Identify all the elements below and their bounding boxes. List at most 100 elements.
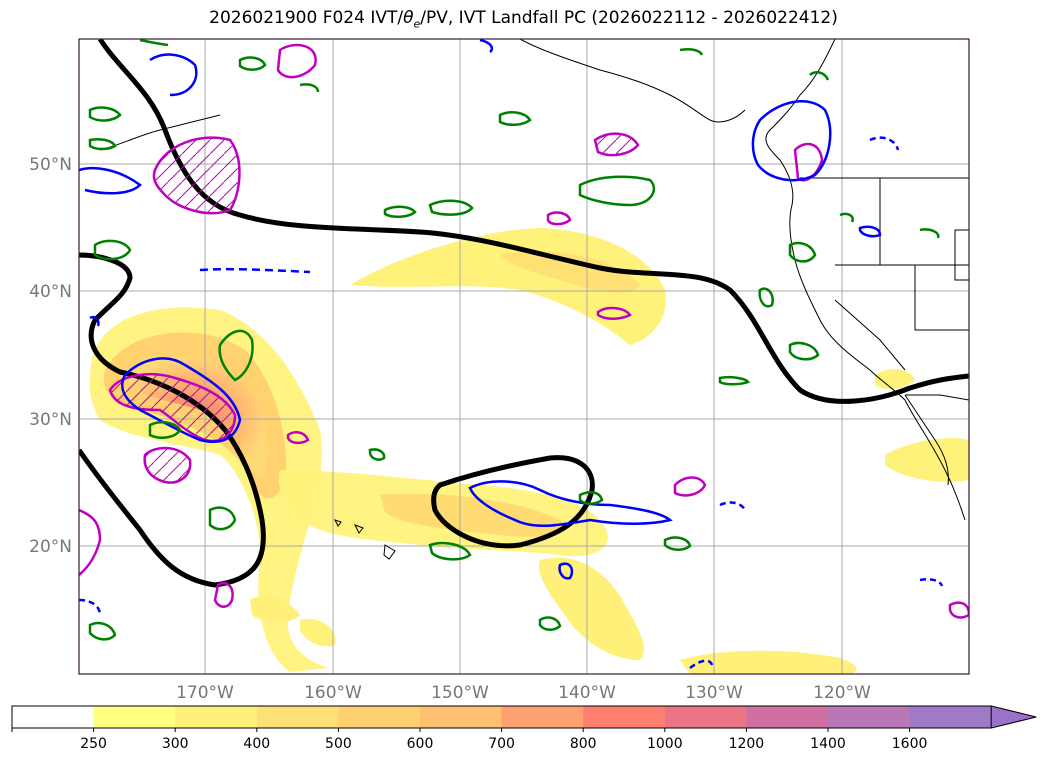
colorbar-label: 800 bbox=[570, 736, 597, 752]
colorbar-extend-arrow bbox=[990, 705, 1037, 729]
pv-green-15 bbox=[88, 106, 122, 122]
colorbar-segment bbox=[828, 706, 911, 728]
colorbar-label: 1600 bbox=[892, 736, 928, 752]
ivt-band-central-inner bbox=[380, 493, 564, 537]
hawaii-2 bbox=[353, 524, 364, 534]
pv-green-6 bbox=[428, 199, 474, 216]
pv-green-12 bbox=[718, 375, 751, 386]
pv-blue-3 bbox=[751, 100, 832, 182]
colorbar-segment bbox=[256, 706, 339, 728]
colorbar-label: 700 bbox=[488, 736, 515, 752]
ivt-plume-north-inner bbox=[500, 251, 640, 293]
pv-magenta-3 bbox=[143, 446, 192, 484]
pv-green-3 bbox=[148, 421, 182, 439]
lon-label-120w: 120°W bbox=[813, 683, 871, 703]
colorbar-label: 1400 bbox=[810, 736, 846, 752]
pv-magenta-5 bbox=[276, 43, 317, 79]
colorbar-segment bbox=[175, 706, 258, 728]
lon-label-170w: 170°W bbox=[176, 683, 234, 703]
colorbar-label: 600 bbox=[407, 736, 434, 752]
latitude-labels: 50°N 40°N 30°N 20°N bbox=[29, 155, 72, 557]
pv-blue-12 bbox=[858, 225, 882, 238]
pv-green-8 bbox=[498, 111, 532, 126]
colorbar-segment bbox=[664, 706, 747, 728]
pv-blue-1 bbox=[121, 357, 242, 444]
colorbar-label: 500 bbox=[325, 736, 352, 752]
colorbar-label: 250 bbox=[80, 736, 107, 752]
longitude-labels: 170°W 160°W 150°W 140°W 130°W 120°W bbox=[176, 683, 871, 703]
title-prefix: 2026021900 F024 IVT/ bbox=[209, 8, 404, 28]
pv-blue-10 bbox=[79, 598, 102, 616]
pv-green-23 bbox=[679, 47, 704, 56]
map-frame bbox=[78, 38, 970, 675]
title-subscript: e bbox=[413, 17, 421, 31]
pv-green-24 bbox=[809, 71, 830, 81]
ivt-small-1 bbox=[250, 595, 300, 623]
pv-green-10 bbox=[428, 541, 472, 561]
baja-coast bbox=[904, 394, 949, 486]
aleutian-chain bbox=[99, 114, 221, 151]
pv-magenta-1 bbox=[152, 136, 241, 215]
pv-blue-8 bbox=[719, 501, 747, 511]
colorbar-segment bbox=[12, 706, 95, 728]
pv-green-20 bbox=[368, 448, 386, 461]
ivt-plume-bottom bbox=[680, 650, 857, 674]
hawaii-1 bbox=[334, 519, 342, 527]
pv-green-9 bbox=[578, 491, 604, 505]
lon-label-140w: 140°W bbox=[558, 683, 616, 703]
lat-label-40n: 40°N bbox=[29, 282, 72, 302]
colorbar-label: 400 bbox=[243, 736, 270, 752]
pv-magenta-2 bbox=[108, 372, 237, 443]
colorbar: 250 300 400 500 600 700 800 1000 1200 1400 1600 bbox=[11, 705, 1037, 752]
pv-green-27 bbox=[299, 83, 320, 93]
pv-blue-2 bbox=[468, 480, 673, 528]
colorbar-label: 1000 bbox=[647, 736, 683, 752]
pv-green-18 bbox=[88, 621, 117, 641]
hawaii-3 bbox=[383, 544, 396, 560]
pv-magenta-8 bbox=[546, 211, 572, 226]
pv-blue-15 bbox=[89, 315, 100, 327]
pv-blue-13 bbox=[479, 39, 494, 53]
colorbar-label: 300 bbox=[162, 736, 189, 752]
pv-green-26 bbox=[919, 228, 940, 239]
pv-magenta-12 bbox=[286, 431, 310, 445]
alaska-coast bbox=[519, 39, 746, 123]
pv-green-2 bbox=[218, 329, 254, 382]
pv-green-17 bbox=[88, 138, 117, 151]
mexico-border bbox=[905, 394, 969, 401]
title-theta: θ bbox=[403, 8, 414, 28]
pv-green-4 bbox=[208, 506, 237, 531]
pv-green-16 bbox=[238, 56, 267, 71]
lon-label-150w: 150°W bbox=[431, 683, 489, 703]
ivt-small-2 bbox=[300, 619, 336, 647]
lat-label-50n: 50°N bbox=[29, 155, 72, 175]
pv-green-14 bbox=[788, 241, 817, 263]
ivt-plume-south bbox=[539, 557, 645, 660]
colorbar-segment bbox=[746, 706, 829, 728]
pv-blue-5 bbox=[149, 53, 198, 97]
pv-blue-7 bbox=[558, 562, 574, 580]
title-suffix: /PV, IVT Landfall PC (2026022112 - 20260… bbox=[420, 8, 838, 28]
pv-green-25 bbox=[839, 212, 854, 223]
pv-magenta-4 bbox=[593, 132, 640, 157]
pv-magenta-6 bbox=[673, 476, 707, 497]
pv-green-1 bbox=[93, 239, 132, 261]
pv-blue-4 bbox=[79, 166, 142, 195]
colorbar-label: 1200 bbox=[729, 736, 765, 752]
colorbar-segment bbox=[909, 706, 992, 728]
lat-label-30n: 30°N bbox=[29, 410, 72, 430]
pv-green-21 bbox=[758, 287, 774, 308]
pv-blue-11 bbox=[689, 659, 714, 669]
pv-magenta-7 bbox=[596, 306, 632, 320]
colorbar-segment bbox=[583, 706, 666, 728]
great-basin-box bbox=[954, 229, 969, 281]
pv-magenta-9 bbox=[79, 508, 102, 576]
pv-green-5 bbox=[578, 175, 656, 207]
plot-area bbox=[79, 39, 969, 674]
pv-green-7 bbox=[383, 205, 417, 218]
pv-blue-14 bbox=[869, 136, 900, 151]
colorbar-segment bbox=[501, 706, 584, 728]
ivt-coastal bbox=[875, 368, 915, 390]
state-border-3 bbox=[914, 265, 969, 331]
